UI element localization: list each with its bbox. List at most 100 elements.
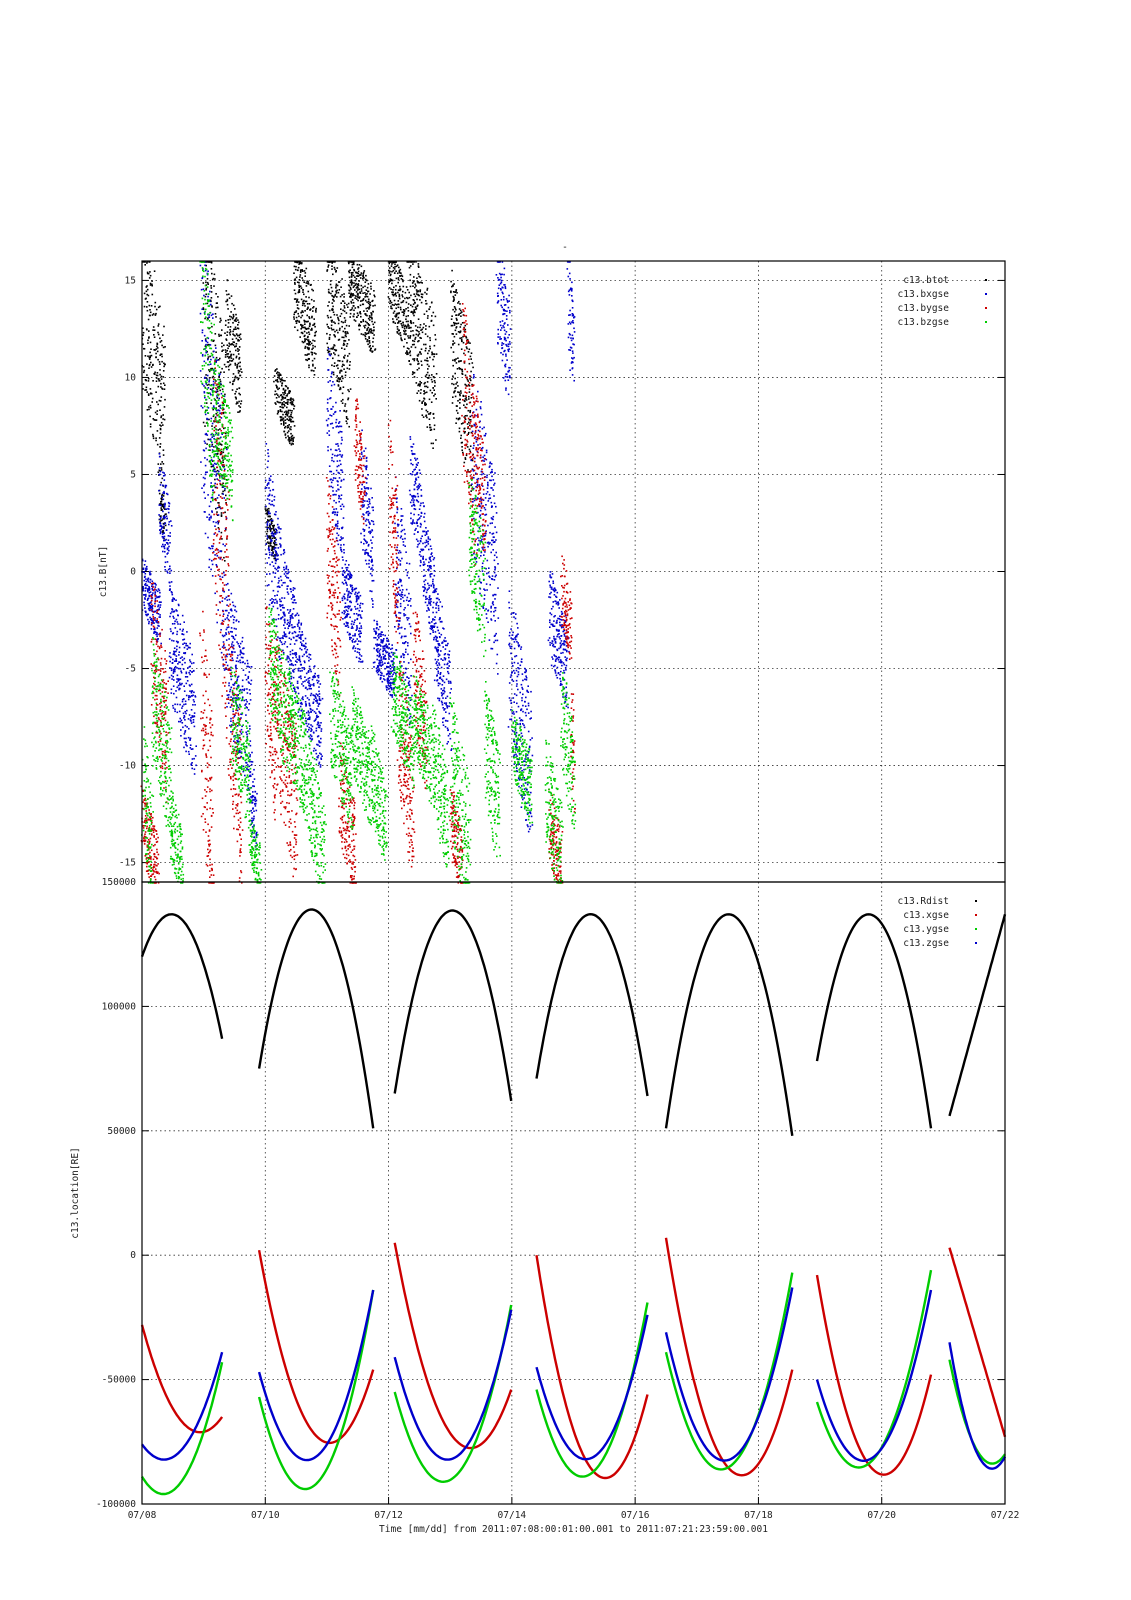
data-point <box>372 341 374 343</box>
data-point <box>311 315 313 318</box>
data-point <box>365 460 368 462</box>
data-point <box>231 703 233 706</box>
data-point <box>364 278 367 281</box>
data-point <box>455 290 457 292</box>
data-point <box>392 321 395 324</box>
data-point <box>351 640 353 642</box>
data-point <box>276 607 279 610</box>
data-point <box>341 392 344 395</box>
data-point <box>170 520 172 522</box>
data-point <box>291 401 294 403</box>
data-point <box>341 347 343 349</box>
data-point <box>238 346 241 348</box>
data-point <box>237 339 239 341</box>
data-point <box>164 569 167 571</box>
data-point <box>238 358 240 360</box>
data-point <box>279 373 282 376</box>
data-point <box>405 333 407 335</box>
data-point <box>232 647 235 650</box>
data-point <box>344 403 347 405</box>
data-point <box>367 487 370 489</box>
data-point <box>268 499 271 501</box>
data-point <box>347 398 349 401</box>
data-point <box>225 596 228 599</box>
data-point <box>215 356 218 359</box>
data-point <box>241 636 244 639</box>
data-point <box>356 626 358 629</box>
data-point <box>228 364 231 367</box>
data-point <box>232 333 234 335</box>
data-point <box>275 538 277 541</box>
data-point <box>401 275 404 278</box>
data-point <box>339 425 341 428</box>
data-point <box>298 659 300 661</box>
data-point <box>350 296 352 299</box>
data-point <box>347 607 350 610</box>
data-point <box>147 590 149 593</box>
data-point <box>454 387 456 390</box>
data-point <box>425 359 428 362</box>
data-point <box>429 413 431 415</box>
data-point <box>425 385 428 388</box>
data-point <box>327 417 330 420</box>
data-point <box>469 378 471 380</box>
data-point <box>147 380 150 382</box>
data-point <box>271 519 274 522</box>
data-point <box>337 543 340 546</box>
data-point <box>330 470 333 473</box>
data-point <box>226 609 228 612</box>
data-point <box>337 445 340 447</box>
data-point <box>211 496 214 499</box>
data-point <box>362 278 364 280</box>
data-point <box>146 272 149 275</box>
data-point <box>417 353 420 356</box>
data-point <box>205 471 207 474</box>
data-point <box>247 709 250 711</box>
data-point <box>218 409 221 412</box>
data-point <box>190 691 193 694</box>
data-point <box>414 346 417 349</box>
data-point <box>205 293 207 296</box>
data-point <box>288 571 290 573</box>
data-point <box>158 437 161 439</box>
data-point <box>330 292 332 295</box>
data-point <box>277 388 279 391</box>
data-point <box>354 284 357 286</box>
data-point <box>464 398 467 400</box>
data-point <box>423 398 426 400</box>
data-point <box>204 345 207 348</box>
data-point <box>311 327 313 330</box>
data-point <box>264 487 267 490</box>
data-point <box>307 681 309 683</box>
data-point <box>175 618 178 621</box>
data-point <box>167 535 170 537</box>
data-point <box>160 481 162 484</box>
data-point <box>164 486 167 489</box>
data-point <box>305 722 307 725</box>
data-point <box>348 564 350 566</box>
data-point <box>374 348 377 350</box>
data-point <box>291 601 294 604</box>
data-point <box>284 402 287 404</box>
data-point <box>176 703 179 706</box>
data-point <box>354 307 357 309</box>
data-point <box>296 623 299 626</box>
top-ytick-label: -5 <box>125 664 136 675</box>
data-point <box>453 358 456 361</box>
data-point <box>290 588 292 590</box>
data-point <box>346 359 349 362</box>
data-point <box>219 475 221 477</box>
data-point <box>340 400 343 402</box>
data-point <box>174 653 176 656</box>
data-point <box>276 555 278 557</box>
data-point <box>145 569 147 571</box>
data-point <box>400 338 403 341</box>
data-point <box>217 609 219 611</box>
data-point <box>416 358 418 360</box>
data-point <box>290 415 292 418</box>
data-point <box>214 278 216 280</box>
top-ytick-label: 10 <box>125 372 137 383</box>
data-point <box>300 634 303 636</box>
data-point <box>339 327 341 330</box>
data-point <box>220 515 223 517</box>
